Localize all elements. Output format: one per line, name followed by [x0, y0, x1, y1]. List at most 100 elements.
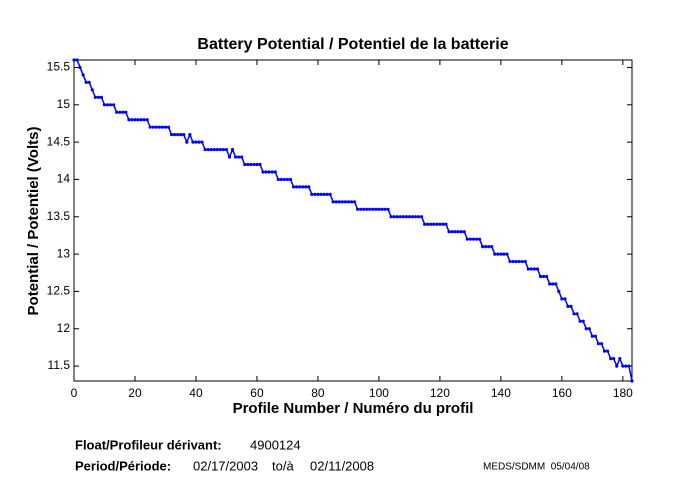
- data-point: [630, 379, 634, 383]
- data-point: [331, 200, 335, 204]
- data-point: [532, 267, 537, 271]
- data-point: [81, 73, 85, 77]
- data-point: [142, 118, 146, 122]
- data-point: [188, 133, 192, 137]
- data-point: [99, 95, 104, 99]
- data-point: [352, 200, 357, 204]
- data-point: [75, 58, 79, 62]
- data-point: [368, 207, 372, 211]
- plot-frame: [73, 59, 633, 382]
- data-point: [194, 140, 198, 144]
- data-point: [246, 162, 250, 167]
- chart-title: Battery Potential / Potentiel de la batt…: [197, 36, 508, 53]
- data-point: [578, 319, 582, 323]
- data-point: [136, 118, 140, 122]
- x-tick-label: 0: [71, 386, 78, 400]
- data-point: [444, 222, 448, 226]
- data-point: [325, 192, 329, 196]
- x-tick-label: 140: [491, 386, 511, 400]
- data-point: [404, 215, 408, 219]
- data-point: [435, 222, 439, 226]
- data-point: [249, 162, 253, 167]
- data-point: [261, 170, 265, 174]
- period-label: Period/Période:: [75, 458, 171, 473]
- data-point: [383, 207, 387, 211]
- data-point: [282, 177, 286, 182]
- data-point: [185, 140, 189, 144]
- data-point: [502, 252, 506, 256]
- data-point: [307, 185, 311, 189]
- data-point: [218, 147, 222, 152]
- data-point: [255, 162, 259, 167]
- data-point: [386, 207, 390, 211]
- data-point: [349, 200, 354, 204]
- data-point: [252, 162, 256, 167]
- data-point: [267, 170, 271, 174]
- data-point: [337, 200, 341, 204]
- data-point: [270, 170, 274, 174]
- data-point: [566, 304, 570, 308]
- period-start: 02/17/2003: [193, 458, 258, 473]
- data-point: [484, 245, 488, 249]
- data-point: [294, 185, 299, 189]
- data-point: [557, 289, 561, 294]
- data-point: [453, 230, 457, 234]
- data-point: [465, 237, 469, 241]
- y-tick-label: 11.5: [48, 358, 71, 372]
- data-point: [115, 110, 119, 114]
- x-tick-label: 80: [311, 386, 325, 400]
- data-point: [581, 319, 585, 323]
- x-tick-label: 120: [430, 386, 450, 400]
- data-point: [447, 230, 451, 234]
- data-point: [560, 297, 564, 301]
- data-point: [160, 125, 165, 129]
- data-point: [590, 334, 594, 338]
- data-point: [176, 133, 180, 137]
- data-point: [133, 118, 137, 122]
- data-point: [523, 259, 527, 264]
- data-point: [584, 327, 588, 331]
- data-point: [169, 133, 174, 137]
- data-point: [224, 147, 229, 152]
- data-point: [496, 252, 500, 256]
- data-point: [545, 274, 549, 279]
- data-point: [362, 207, 366, 211]
- data-point: [313, 192, 317, 196]
- data-point: [517, 259, 521, 264]
- data-point: [328, 192, 332, 196]
- data-point: [499, 252, 503, 256]
- data-point: [535, 267, 540, 271]
- data-point: [627, 364, 631, 368]
- data-point: [618, 357, 622, 361]
- float-label: Float/Profileur dérivant:: [75, 437, 222, 452]
- data-point: [395, 215, 399, 219]
- data-point: [145, 118, 149, 122]
- data-point: [398, 215, 402, 219]
- data-point: [157, 125, 161, 129]
- data-point: [127, 118, 131, 122]
- data-point: [621, 364, 625, 368]
- data-point: [230, 147, 235, 152]
- data-point: [609, 357, 613, 361]
- data-point: [606, 349, 610, 353]
- data-point: [130, 118, 134, 122]
- data-point: [474, 237, 479, 241]
- y-tick-label: 14: [57, 172, 71, 186]
- data-point: [477, 237, 482, 241]
- data-point: [90, 88, 94, 92]
- data-point: [599, 342, 604, 346]
- data-point: [212, 147, 216, 152]
- data-point: [380, 207, 384, 211]
- data-point: [426, 222, 430, 226]
- data-point: [322, 192, 326, 196]
- data-point: [191, 140, 195, 144]
- y-tick-label: 15: [57, 97, 71, 111]
- data-point: [587, 327, 591, 331]
- data-point: [456, 230, 460, 234]
- data-point: [316, 192, 320, 196]
- x-tick-label: 60: [250, 386, 264, 400]
- data-point: [200, 140, 204, 144]
- data-point: [432, 222, 436, 226]
- data-point: [118, 110, 122, 114]
- x-tick-label: 20: [128, 386, 142, 400]
